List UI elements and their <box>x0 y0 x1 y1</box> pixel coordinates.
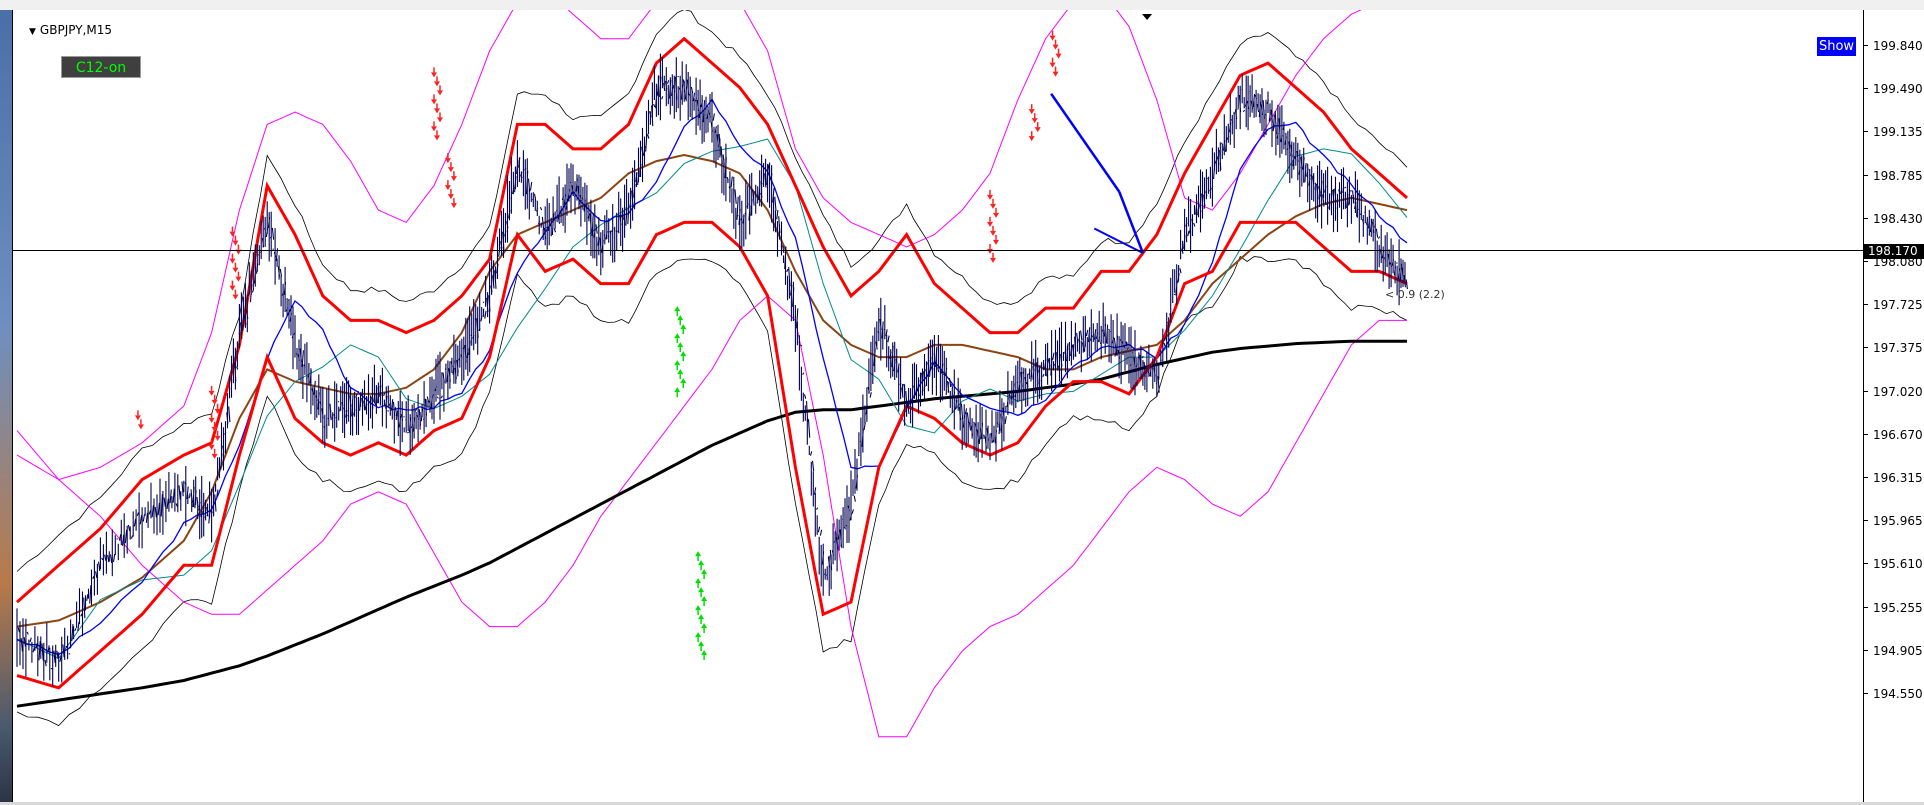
c12-toggle-button[interactable]: C12-on <box>61 56 141 78</box>
down-arrow-marker <box>990 230 996 236</box>
up-arrow-marker <box>698 587 705 593</box>
symbol-text: GBPJPY,M15 <box>39 23 112 37</box>
up-arrow-marker <box>695 578 702 584</box>
down-arrow-marker <box>987 248 993 254</box>
up-arrow-marker <box>677 315 684 321</box>
down-arrow-marker <box>990 257 996 263</box>
triangle-down-icon[interactable]: ▼ <box>29 27 36 37</box>
down-arrow-marker <box>437 117 443 123</box>
trendline-drawing-3 <box>1093 227 1144 254</box>
down-arrow-marker <box>208 444 215 450</box>
up-arrow-marker <box>674 306 681 312</box>
outer-band-upper-line <box>16 10 1408 572</box>
up-arrow-marker <box>698 614 705 620</box>
down-arrow-marker <box>232 267 239 273</box>
envelope-lower-line <box>16 295 1407 738</box>
down-arrow-marker <box>1031 118 1038 124</box>
down-arrow-marker <box>232 294 239 300</box>
up-arrow-marker <box>701 650 708 656</box>
up-arrow-marker <box>701 569 708 575</box>
down-arrow-marker <box>444 185 451 191</box>
up-arrow-marker <box>674 333 681 339</box>
down-arrow-marker <box>1052 71 1059 77</box>
up-arrow-marker <box>680 351 687 357</box>
down-arrow-marker <box>229 231 236 237</box>
current-price-marker: 198.170 <box>1864 243 1924 259</box>
trendline-drawing <box>1050 93 1121 193</box>
window-bottom-strip <box>0 802 1924 805</box>
down-arrow-marker <box>229 285 236 291</box>
down-arrow-marker <box>450 203 457 209</box>
down-arrow-marker <box>134 415 141 421</box>
down-arrow-marker <box>993 239 999 245</box>
up-arrow-marker <box>674 360 681 366</box>
down-arrow-marker <box>1049 62 1056 68</box>
up-arrow-marker <box>695 605 702 611</box>
chart-area[interactable]: ▼ GBPJPY,M15 C12-on Show < 0.9 (2.2) <box>12 10 1864 802</box>
down-arrow-marker <box>1049 35 1056 41</box>
down-arrow-marker <box>987 221 993 227</box>
down-arrow-marker <box>450 176 457 182</box>
down-arrow-marker <box>987 194 993 200</box>
up-arrow-marker <box>701 596 708 602</box>
envelope-upper-line <box>16 10 1363 481</box>
down-arrow-marker <box>211 453 218 459</box>
down-arrow-marker <box>1055 53 1062 59</box>
down-arrow-marker <box>1052 44 1059 50</box>
show-button[interactable]: Show <box>1817 37 1856 56</box>
down-arrow-marker <box>235 276 242 282</box>
up-arrow-marker <box>680 324 687 330</box>
down-arrow-marker <box>232 240 239 246</box>
down-arrow-marker <box>1028 109 1035 115</box>
up-arrow-marker <box>698 560 705 566</box>
down-arrow-marker <box>1028 136 1035 142</box>
down-arrow-marker <box>1034 127 1041 133</box>
up-arrow-marker <box>674 387 681 393</box>
down-arrow-marker <box>993 212 999 218</box>
down-arrow-marker <box>990 203 996 209</box>
down-arrow-marker <box>444 158 451 164</box>
down-arrow-marker <box>434 81 440 87</box>
down-arrow-marker <box>447 194 454 200</box>
down-arrow-marker <box>211 399 218 405</box>
up-arrow-marker <box>677 369 684 375</box>
price-scale[interactable]: 199.840 199.490 199.135 198.785 198.430 198.0… <box>1863 10 1924 802</box>
chart-canvas[interactable] <box>13 10 1864 802</box>
down-arrow-marker <box>208 390 215 396</box>
chart-shift-marker <box>1142 14 1153 20</box>
up-arrow-marker <box>695 551 702 557</box>
up-arrow-marker <box>695 632 702 638</box>
down-arrow-marker <box>437 90 443 96</box>
down-arrow-marker <box>137 424 144 430</box>
down-arrow-marker <box>431 72 437 78</box>
long-moving-average-line <box>16 339 1407 708</box>
chart-symbol-label: ▼ GBPJPY,M15 <box>29 23 112 39</box>
down-arrow-marker <box>434 135 440 141</box>
down-arrow-marker <box>447 167 454 173</box>
down-arrow-marker <box>214 408 221 414</box>
red-band-upper-line <box>16 36 1408 604</box>
down-arrow-marker <box>434 108 440 114</box>
trendline-drawing-2 <box>1118 191 1145 254</box>
up-arrow-marker <box>701 623 708 629</box>
price-bars <box>16 53 1408 687</box>
up-arrow-marker <box>677 342 684 348</box>
down-arrow-marker <box>214 435 221 441</box>
spread-label: < 0.9 (2.2) <box>1385 288 1445 301</box>
down-arrow-marker <box>208 417 215 423</box>
blue-moving-average-line <box>16 98 1408 656</box>
up-arrow-marker <box>680 378 687 384</box>
up-arrow-marker <box>698 641 705 647</box>
down-arrow-marker <box>229 258 236 264</box>
down-arrow-marker <box>211 426 218 432</box>
desktop-background-edge <box>0 10 12 805</box>
down-arrow-marker <box>431 126 437 132</box>
down-arrow-marker <box>431 99 437 105</box>
outer-band-lower-line <box>16 255 1408 727</box>
